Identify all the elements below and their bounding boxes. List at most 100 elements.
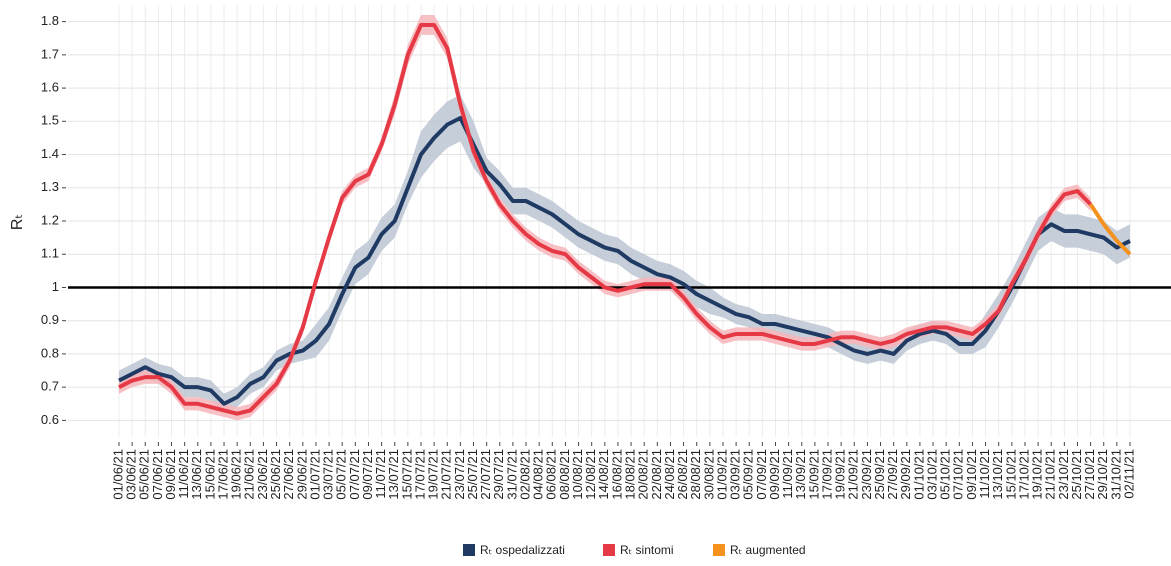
x-tick-label: 19/10/21 — [1030, 449, 1045, 500]
x-tick-label: 07/07/21 — [347, 449, 362, 500]
legend-label: Rₜ ospedalizzati — [480, 543, 565, 557]
x-tick-label: 13/10/21 — [990, 449, 1005, 500]
y-tick-label: 1 — [52, 279, 59, 294]
legend-label: Rₜ augmented — [730, 543, 806, 557]
y-tick-label: 0.7 — [41, 379, 59, 394]
line — [118, 115, 1131, 406]
x-tick-label: 21/10/21 — [1043, 449, 1058, 500]
x-tick-label: 15/07/21 — [399, 449, 414, 500]
x-tick-label: 03/09/21 — [728, 449, 743, 500]
x-tick-label: 16/08/21 — [609, 449, 624, 500]
y-tick-label: 1.1 — [41, 246, 59, 261]
x-tick-label: 23/09/21 — [859, 449, 874, 500]
x-tick-label: 20/08/21 — [636, 449, 651, 500]
x-tick-label: 11/06/21 — [176, 449, 191, 499]
x-tick-label: 07/06/21 — [150, 449, 165, 500]
x-tick-label: 29/07/21 — [491, 449, 506, 500]
x-tick-label: 23/06/21 — [255, 449, 270, 500]
line — [118, 22, 1093, 416]
x-tick-label: 23/07/21 — [452, 449, 467, 500]
x-tick-label: 31/07/21 — [504, 449, 519, 500]
x-tick-label: 05/09/21 — [741, 449, 756, 500]
x-tick-label: 25/07/21 — [465, 449, 480, 500]
x-tick-label: 05/10/21 — [938, 449, 953, 500]
x-tick-label: 04/08/21 — [531, 449, 546, 500]
x-tick-label: 21/06/21 — [242, 449, 257, 500]
x-tick-label: 30/08/21 — [701, 449, 716, 500]
x-tick-label: 11/09/21 — [780, 449, 795, 499]
x-tick-label: 17/07/21 — [412, 449, 427, 500]
x-tick-label: 01/07/21 — [307, 449, 322, 500]
x-tick-label: 22/08/21 — [649, 449, 664, 500]
x-tick-label: 19/07/21 — [426, 449, 441, 500]
y-tick-label: 1.7 — [41, 46, 59, 61]
y-tick-label: 0.8 — [41, 345, 59, 360]
x-tick-label: 07/09/21 — [754, 449, 769, 500]
x-tick-label: 15/09/21 — [806, 449, 821, 500]
x-tick-label: 07/10/21 — [951, 449, 966, 500]
legend-swatch — [603, 544, 615, 556]
x-tick-label: 05/07/21 — [334, 449, 349, 500]
x-tick-label: 08/08/21 — [557, 449, 572, 500]
x-tick-label: 27/06/21 — [281, 449, 296, 500]
x-tick-label: 27/07/21 — [478, 449, 493, 500]
y-tick-label: 1.4 — [41, 146, 59, 161]
x-tick-label: 06/08/21 — [544, 449, 559, 500]
x-tick-label: 25/09/21 — [872, 449, 887, 500]
x-tick-label: 25/06/21 — [268, 449, 283, 500]
x-tick-label: 05/06/21 — [137, 449, 152, 500]
x-tick-label: 03/07/21 — [321, 449, 336, 500]
x-tick-label: 02/08/21 — [517, 449, 532, 500]
x-tick-label: 09/10/21 — [964, 449, 979, 500]
y-tick-label: 1.5 — [41, 113, 59, 128]
y-tick-label: 0.6 — [41, 412, 59, 427]
x-tick-label: 15/10/21 — [1003, 449, 1018, 500]
x-tick-label: 15/06/21 — [202, 449, 217, 500]
x-tick-label: 14/08/21 — [596, 449, 611, 500]
x-tick-label: 25/10/21 — [1069, 449, 1084, 500]
legend-label: Rₜ sintomi — [620, 543, 674, 557]
x-tick-label: 09/09/21 — [767, 449, 782, 500]
x-tick-label: 29/06/21 — [294, 449, 309, 500]
x-tick-label: 01/09/21 — [714, 449, 729, 500]
x-tick-label: 03/10/21 — [924, 449, 939, 500]
x-tick-label: 19/09/21 — [833, 449, 848, 500]
x-tick-label: 10/08/21 — [570, 449, 585, 500]
x-tick-label: 13/07/21 — [386, 449, 401, 500]
line — [1088, 203, 1132, 256]
x-tick-label: 17/09/21 — [819, 449, 834, 500]
x-tick-label: 17/10/21 — [1016, 449, 1031, 500]
x-tick-label: 13/06/21 — [189, 449, 204, 500]
x-tick-label: 13/09/21 — [793, 449, 808, 500]
y-tick-label: 1.6 — [41, 80, 59, 95]
x-tick-label: 03/06/21 — [124, 449, 139, 500]
x-tick-label: 11/10/21 — [977, 449, 992, 499]
y-axis-label: Rₜ — [9, 214, 26, 230]
x-tick-label: 02/11/21 — [1121, 449, 1136, 499]
legend-swatch — [713, 544, 725, 556]
x-tick-label: 24/08/21 — [662, 449, 677, 500]
y-tick-label: 1.2 — [41, 212, 59, 227]
x-tick-label: 31/10/21 — [1108, 449, 1123, 500]
y-tick-label: 1.3 — [41, 179, 59, 194]
y-tick-label: 1.8 — [41, 13, 59, 28]
x-tick-label: 11/07/21 — [373, 449, 388, 499]
x-tick-label: 09/07/21 — [360, 449, 375, 500]
y-tick-label: 0.9 — [41, 312, 59, 327]
x-tick-label: 29/10/21 — [1095, 449, 1110, 500]
x-tick-label: 21/07/21 — [439, 449, 454, 500]
x-tick-label: 01/06/21 — [110, 449, 125, 500]
x-tick-label: 17/06/21 — [215, 449, 230, 500]
x-tick-label: 27/10/21 — [1082, 449, 1097, 500]
x-tick-label: 23/10/21 — [1056, 449, 1071, 500]
legend-swatch — [463, 544, 475, 556]
x-tick-label: 09/06/21 — [163, 449, 178, 500]
x-tick-label: 27/09/21 — [885, 449, 900, 500]
x-tick-label: 01/10/21 — [911, 449, 926, 500]
x-tick-label: 29/09/21 — [898, 449, 913, 500]
x-tick-label: 12/08/21 — [583, 449, 598, 500]
x-tick-label: 19/06/21 — [229, 449, 244, 500]
x-tick-label: 18/08/21 — [623, 449, 638, 500]
x-tick-label: 26/08/21 — [675, 449, 690, 500]
